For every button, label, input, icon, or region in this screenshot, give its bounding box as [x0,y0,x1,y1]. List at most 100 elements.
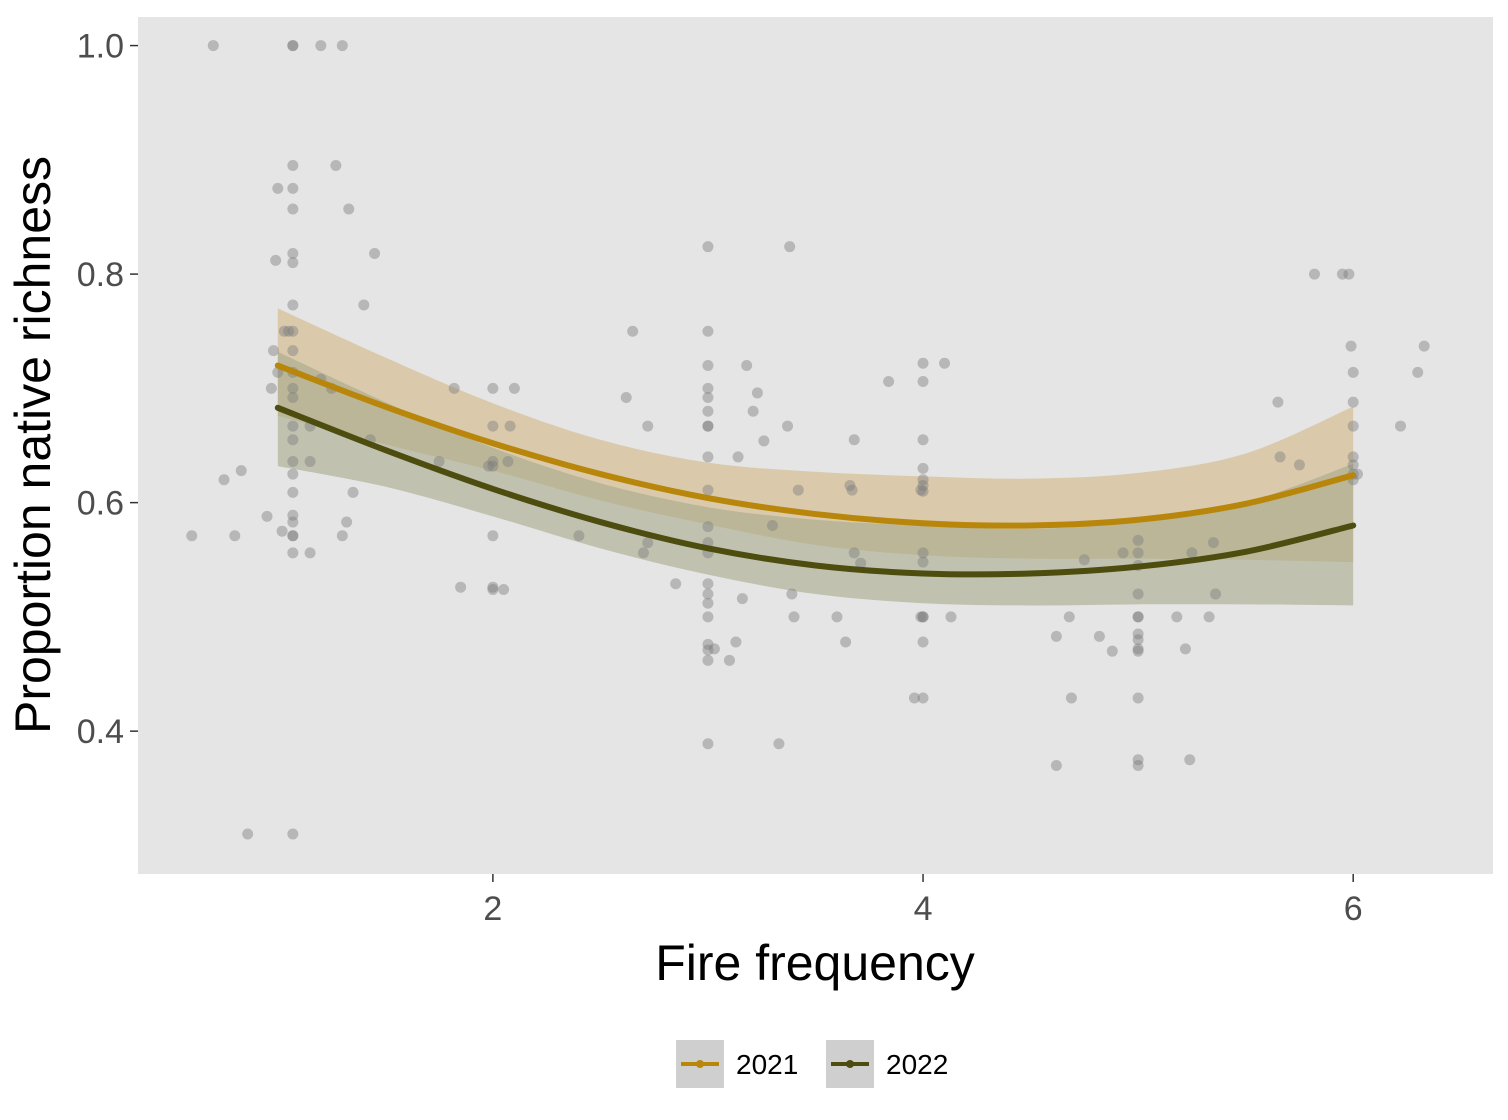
data-point [336,40,348,52]
data-point [917,474,929,486]
data-point [917,611,929,623]
data-point [747,405,759,417]
data-point [917,357,929,369]
data-point [788,611,800,623]
data-point [917,556,929,568]
data-point [278,325,290,337]
data-point [702,521,714,533]
data-point [751,387,763,399]
data-point [702,451,714,463]
data-point [1184,754,1196,766]
data-point [508,382,520,394]
data-point [287,468,299,480]
legend-dot-2021 [696,1060,704,1068]
data-point [287,248,299,260]
data-point [207,40,219,52]
data-point [670,578,682,590]
data-point [186,530,198,542]
data-point [1412,366,1424,378]
ribbon-2021 [277,308,1354,563]
data-point [702,654,714,666]
data-point [487,382,499,394]
data-point [730,636,742,648]
y-tick-label: 0.6 [77,485,124,523]
y-tick-label: 0.8 [77,256,124,294]
data-point [1210,588,1222,600]
data-point [1395,420,1407,432]
data-point [702,420,714,432]
data-point [1347,459,1359,471]
data-point [642,537,654,549]
data-point [287,299,299,311]
data-point [287,486,299,498]
data-point [848,434,860,446]
data-point [433,455,445,467]
data-point [782,420,794,432]
data-point [1347,396,1359,408]
data-point [287,509,299,521]
fit-line-2021 [274,362,1357,529]
data-point [1347,366,1359,378]
data-point [1063,611,1075,623]
data-point [498,583,510,595]
data-point [1132,611,1144,623]
data-point [483,460,495,472]
legend-label-2021: 2021 [736,1049,798,1080]
data-point [265,382,277,394]
data-point [287,203,299,215]
data-point [1132,643,1144,655]
legend: 2021 2022 [676,1040,948,1088]
data-point [1347,451,1359,463]
data-point [304,455,316,467]
fit-lines [274,362,1357,578]
data-point [917,434,929,446]
y-tick-label: 0.4 [77,713,124,751]
data-point [846,484,858,496]
data-point [487,530,499,542]
data-point [844,479,856,491]
confidence-ribbons [277,308,1354,606]
data-point [627,325,639,337]
data-point [702,644,714,656]
fit-line-2022 [274,404,1357,578]
data-point [1065,692,1077,704]
data-point [708,643,720,655]
legend-label-2022: 2022 [886,1049,948,1080]
data-point [1132,692,1144,704]
data-point [939,357,951,369]
data-point [1132,759,1144,771]
data-point [917,479,929,491]
data-point [336,530,348,542]
data-point [487,420,499,432]
data-point [276,525,288,537]
data-point [917,547,929,559]
data-point [702,588,714,600]
data-point [1117,547,1129,559]
data-point [261,510,273,522]
data-point [341,516,353,528]
x-axis-title: Fire frequency [655,935,975,991]
data-point [702,597,714,609]
data-point [792,484,804,496]
data-point [702,382,714,394]
data-point [502,455,514,467]
data-point [330,160,342,172]
data-point [642,420,654,432]
data-point [1132,588,1144,600]
y-axis-ticks: 0.4 0.6 0.8 1.0 [77,28,138,751]
data-point [304,547,316,559]
data-point [945,611,957,623]
data-point [1203,611,1215,623]
data-point [1345,340,1357,352]
data-point [784,241,796,253]
data-point [487,460,499,472]
data-point [1050,759,1062,771]
y-tick-label: 1.0 [77,28,124,66]
data-point [1308,268,1320,280]
data-point [1179,643,1191,655]
data-point [786,588,798,600]
data-point [917,462,929,474]
data-point [487,583,499,595]
data-point [637,547,649,559]
